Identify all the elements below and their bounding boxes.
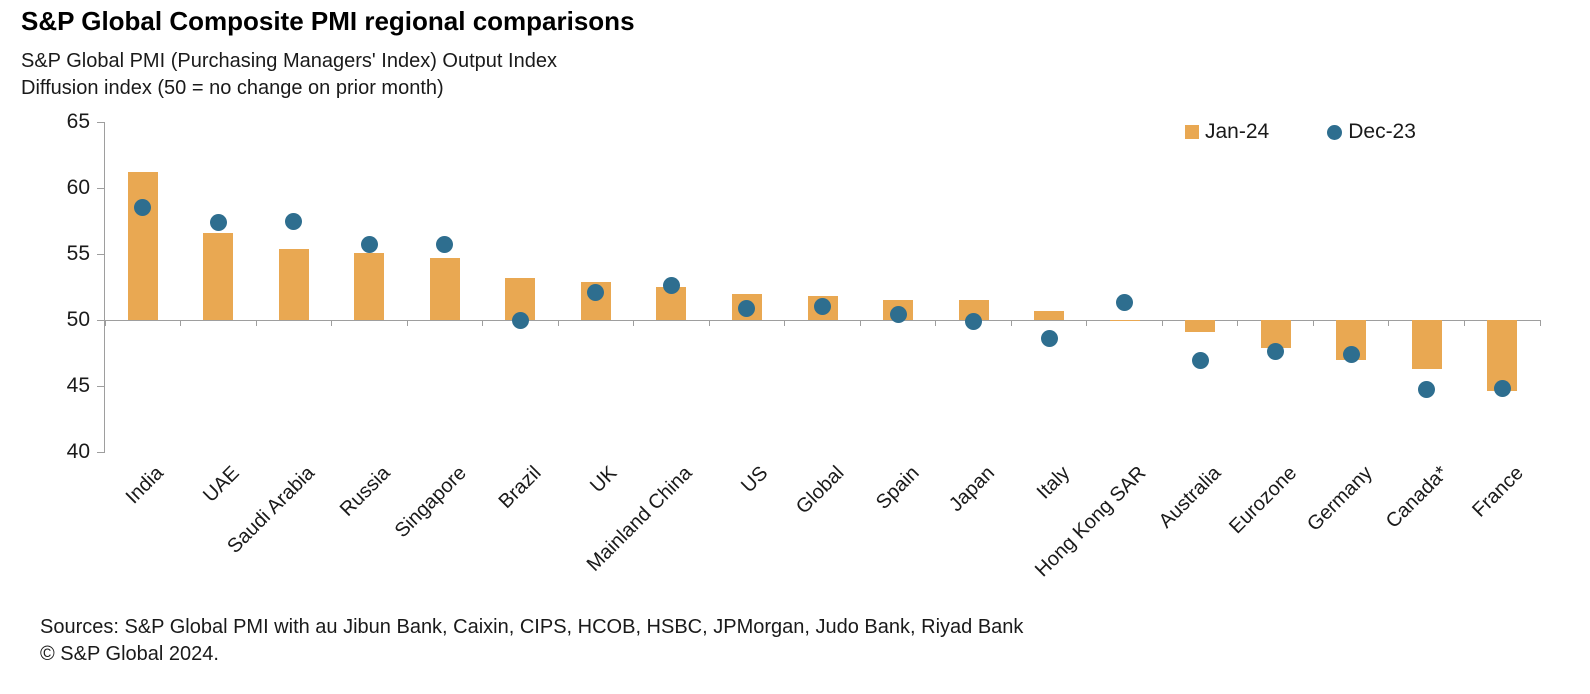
chart-legend: Jan-24 Dec-23 [1185, 120, 1416, 144]
dot-dec23 [1267, 343, 1285, 361]
legend-item-dec23: Dec-23 [1327, 120, 1416, 144]
dot-dec23 [1493, 380, 1511, 398]
dot-dec23 [360, 236, 378, 254]
x-axis-tick [1463, 320, 1465, 326]
dot-dec23 [1116, 294, 1134, 312]
x-axis-tick [784, 320, 786, 326]
dot-dec23 [965, 312, 983, 330]
y-axis-label: 40 [66, 440, 90, 463]
x-axis-label: Japan [945, 462, 1000, 517]
y-axis-tick [97, 187, 105, 189]
dot-dec23 [134, 199, 152, 217]
bar-jan24 [1034, 310, 1065, 320]
legend-item-jan24: Jan-24 [1185, 120, 1269, 144]
legend-label-jan24: Jan-24 [1205, 120, 1270, 143]
copyright-text: © S&P Global 2024. [40, 643, 219, 665]
bar-jan24 [354, 252, 385, 320]
x-axis-tick [633, 320, 635, 326]
x-axis-label: Spain [871, 462, 924, 514]
x-axis-label: Canada* [1381, 462, 1453, 533]
x-axis-label: Germany [1303, 462, 1377, 536]
x-axis-label: France [1468, 462, 1528, 522]
y-axis-tick [97, 319, 105, 321]
bar-jan24 [1185, 320, 1216, 332]
bar-jan24 [278, 248, 309, 320]
chart-units-note: Diffusion index (50 = no change on prior… [21, 77, 444, 99]
y-axis-label: 55 [66, 242, 90, 265]
y-axis-label: 50 [66, 308, 90, 331]
x-axis-tick [482, 320, 484, 326]
x-axis-tick [935, 320, 937, 326]
x-axis-label: India [122, 462, 169, 509]
x-axis-label: Russia [336, 462, 395, 521]
x-axis-tick [1312, 320, 1314, 326]
y-axis-label: 65 [66, 110, 90, 133]
x-axis-tick [1237, 320, 1239, 326]
bar-jan24 [127, 172, 158, 320]
x-axis-label: UAE [199, 462, 244, 507]
y-axis-tick [97, 385, 105, 387]
x-axis-tick [104, 320, 106, 326]
pmi-comparison-chart: 40 45 50 55 60 65 India UAE Saudi Arabia Russia Si… [0, 110, 1590, 622]
x-axis-tick [1388, 320, 1390, 326]
y-axis-line [104, 122, 105, 452]
dot-dec23 [889, 306, 907, 324]
x-axis-tick [255, 320, 257, 326]
dot-dec23 [1040, 329, 1058, 347]
legend-label-dec23: Dec-23 [1348, 120, 1416, 143]
dot-dec23 [1342, 345, 1360, 363]
dec23-dot-swatch-icon [1327, 124, 1343, 140]
dot-dec23 [662, 277, 680, 295]
sources-text: Sources: S&P Global PMI with au Jibun Ba… [40, 616, 1024, 638]
x-axis-tick [1539, 320, 1541, 326]
x-axis-label: Global [791, 462, 849, 519]
x-axis-tick [708, 320, 710, 326]
dot-dec23 [285, 212, 303, 230]
bar-jan24 [203, 232, 234, 320]
x-axis-tick [557, 320, 559, 326]
dot-dec23 [738, 299, 756, 317]
x-axis-tick [180, 320, 182, 326]
y-axis-tick [97, 451, 105, 453]
chart-subtitle: S&P Global PMI (Purchasing Managers' Ind… [21, 50, 557, 72]
x-axis-tick [406, 320, 408, 326]
bar-jan24 [1260, 320, 1291, 348]
dot-dec23 [436, 236, 454, 254]
bar-jan24 [1411, 320, 1442, 369]
x-axis-baseline [105, 319, 1540, 321]
y-axis-label: 45 [66, 374, 90, 397]
dot-dec23 [587, 283, 605, 301]
x-axis-label: Australia [1155, 462, 1226, 533]
dot-dec23 [511, 311, 529, 329]
dot-dec23 [1418, 381, 1436, 399]
x-axis-label: UK [586, 462, 622, 498]
x-axis-tick [859, 320, 861, 326]
chart-title: S&P Global Composite PMI regional compar… [21, 6, 635, 36]
bar-jan24 [1109, 320, 1140, 322]
x-axis-tick [1010, 320, 1012, 326]
x-axis-tick [1086, 320, 1088, 326]
jan24-bar-swatch-icon [1185, 125, 1199, 139]
x-axis-label: Brazil [495, 462, 546, 513]
x-axis-label: Singapore [390, 462, 471, 543]
x-axis-label: Italy [1033, 462, 1075, 504]
dot-dec23 [1191, 352, 1209, 370]
bar-jan24 [1487, 320, 1518, 392]
y-axis-tick [97, 253, 105, 255]
x-axis-tick [331, 320, 333, 326]
x-axis-label: US [737, 462, 773, 498]
x-axis-label: Eurozone [1225, 462, 1302, 539]
x-axis-tick [1161, 320, 1163, 326]
dot-dec23 [209, 213, 227, 231]
bar-jan24 [429, 257, 460, 320]
dot-dec23 [814, 298, 831, 316]
y-axis-tick [97, 121, 105, 123]
y-axis-label: 60 [66, 176, 90, 199]
